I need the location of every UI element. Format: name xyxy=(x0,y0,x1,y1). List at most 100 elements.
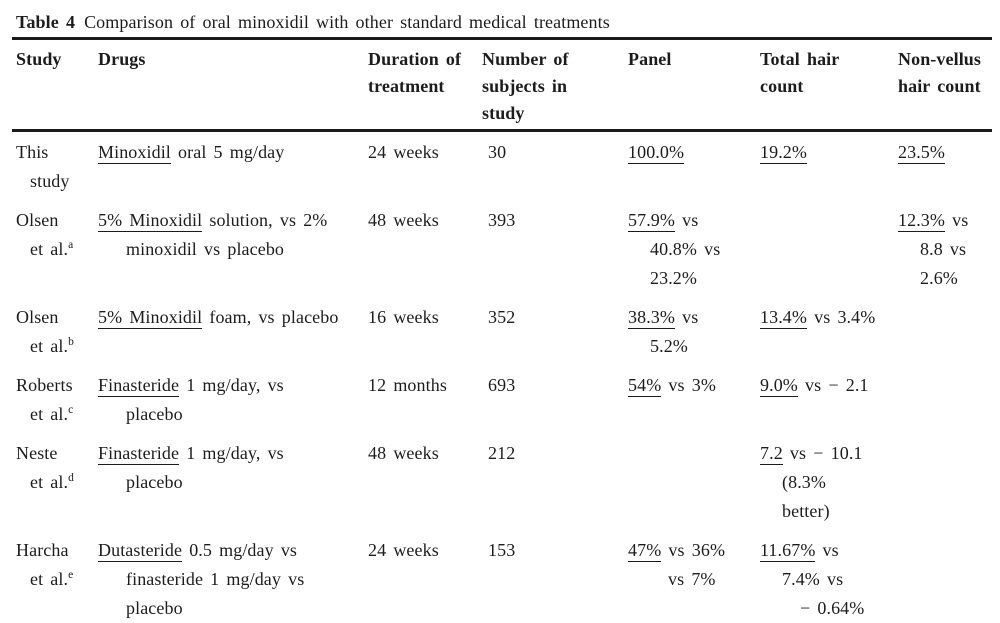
cell-line: 2.6% xyxy=(920,268,958,288)
underlined-value: 19.2% xyxy=(760,142,807,164)
header-rule xyxy=(12,129,992,132)
cell-subjects: 212 xyxy=(482,439,628,526)
cell-drugs: 5% Minoxidil solution, vs 2% minoxidil vs… xyxy=(98,206,368,293)
cell-line: 48 weeks xyxy=(368,210,439,230)
cell-line: 5% Minoxidil foam, vs placebo xyxy=(98,307,339,329)
cell-line: Olsen xyxy=(16,307,59,327)
cell-line: 352 xyxy=(488,307,516,327)
underlined-value: 7.2 xyxy=(760,443,783,465)
cell-line: 153 xyxy=(488,540,516,560)
cell-drugs: Finasteride 1 mg/day, vs placebo xyxy=(98,439,368,526)
cell-study: This study xyxy=(16,138,98,196)
cell-line: 5.2% xyxy=(650,336,688,356)
cell-line: 24 weeks xyxy=(368,142,439,162)
cell-study: Neste et al.d xyxy=(16,439,98,526)
underlined-value: 57.9% xyxy=(628,210,675,232)
cell-study: Olsen et al.a xyxy=(16,206,98,293)
table-body: This study Minoxidil oral 5 mg/day 24 weeks… xyxy=(16,138,990,623)
cell-drugs: Dutasteride 0.5 mg/day vs finasteride 1 m… xyxy=(98,536,368,623)
table-row: Olsen et al.b 5% Minoxidil foam, vs placeb… xyxy=(16,303,990,361)
table-row: Olsen et al.a 5% Minoxidil solution, vs 2%… xyxy=(16,206,990,293)
cell-total_hair: 11.67% vs 7.4% vs − 0.64% xyxy=(760,536,898,623)
table-row: Neste et al.d Finasteride 1 mg/day, vs plac… xyxy=(16,439,990,526)
underlined-value: 11.67% xyxy=(760,540,816,562)
cell-non_vellus: 12.3% vs 8.8 vs 2.6% xyxy=(898,206,990,293)
cell-subjects: 153 xyxy=(482,536,628,623)
cell-study: Roberts et al.c xyxy=(16,371,98,429)
cell-line: 7.4% vs xyxy=(782,569,844,589)
underlined-value: 38.3% xyxy=(628,307,675,329)
underlined-value: 9.0% xyxy=(760,375,798,397)
cell-line: 100.0% xyxy=(628,138,760,167)
footnote-marker: d xyxy=(68,472,74,484)
cell-line: Dutasteride 0.5 mg/day vs xyxy=(98,540,298,562)
cell-line: 24 weeks xyxy=(368,540,439,560)
column-header-subjects: Number of subjects in study xyxy=(482,49,569,123)
column-header-total_hair: Total hair count xyxy=(760,49,840,96)
cell-panel: 47% vs 36% vs 7% xyxy=(628,536,760,623)
cell-line: 19.2% xyxy=(760,138,898,167)
footnote-marker: c xyxy=(68,404,74,416)
cell-line: 693 xyxy=(488,375,516,395)
cell-line: 23.2% xyxy=(650,268,697,288)
cell-duration: 48 weeks xyxy=(368,439,482,526)
table-caption: Table 4 Comparison of oral minoxidil with… xyxy=(0,0,1000,34)
underlined-value: 23.5% xyxy=(898,142,945,164)
table-header-row: Study Drugs Duration of treatment Number of… xyxy=(16,46,990,127)
cell-non_vellus xyxy=(898,371,990,429)
cell-panel: 57.9% vs 40.8% vs 23.2% xyxy=(628,206,760,293)
cell-line: This xyxy=(16,142,49,162)
column-header-duration: Duration of treatment xyxy=(368,49,462,96)
cell-line: Finasteride 1 mg/day, vs xyxy=(98,443,284,465)
underlined-value: Dutasteride xyxy=(98,540,183,562)
cell-line: 212 xyxy=(488,443,516,463)
cell-duration: 48 weeks xyxy=(368,206,482,293)
cell-line: 5% Minoxidil solution, vs 2% xyxy=(98,210,328,232)
cell-line: Minoxidil oral 5 mg/day xyxy=(98,142,285,164)
cell-drugs: Minoxidil oral 5 mg/day xyxy=(98,138,368,196)
cell-non_vellus xyxy=(898,536,990,623)
cell-subjects: 393 xyxy=(482,206,628,293)
cell-duration: 12 months xyxy=(368,371,482,429)
cell-study: Harcha et al.e xyxy=(16,536,98,623)
cell-line: − 0.64% xyxy=(800,598,865,618)
cell-line: 16 weeks xyxy=(368,307,439,327)
column-header-drugs: Drugs xyxy=(98,49,146,69)
cell-panel: 38.3% vs 5.2% xyxy=(628,303,760,361)
cell-drugs: Finasteride 1 mg/day, vs placebo xyxy=(98,371,368,429)
cell-line: placebo xyxy=(126,472,183,492)
table-row: This study Minoxidil oral 5 mg/day 24 weeks… xyxy=(16,138,990,196)
cell-line: Roberts xyxy=(16,375,73,395)
cell-line: 12 months xyxy=(368,375,447,395)
cell-line: 393 xyxy=(488,210,516,230)
cell-line: et al.a xyxy=(30,239,74,259)
cell-total_hair: 13.4% vs 3.4% xyxy=(760,303,898,361)
cell-line: 57.9% vs xyxy=(628,210,699,232)
cell-line: et al.c xyxy=(30,404,74,424)
cell-line: minoxidil vs placebo xyxy=(126,239,285,259)
column-header-non_vellus: Non-vellus hair count xyxy=(898,49,982,96)
cell-line: (8.3% xyxy=(782,472,826,492)
cell-line: finasteride 1 mg/day vs xyxy=(126,569,305,589)
underlined-value: Finasteride xyxy=(98,375,180,397)
cell-line: 38.3% vs xyxy=(628,307,699,329)
underlined-value: Minoxidil xyxy=(98,142,171,164)
cell-line: placebo xyxy=(126,598,183,618)
cell-line: placebo xyxy=(126,404,183,424)
underlined-value: 13.4% xyxy=(760,307,807,329)
cell-panel: 100.0% xyxy=(628,138,760,196)
cell-line: better) xyxy=(782,501,830,521)
cell-line: Finasteride 1 mg/day, vs xyxy=(98,375,284,397)
cell-line: Harcha xyxy=(16,540,69,560)
cell-subjects: 30 xyxy=(482,138,628,196)
cell-total_hair: 7.2 vs − 10.1 (8.3% better) xyxy=(760,439,898,526)
cell-non_vellus xyxy=(898,303,990,361)
cell-line: 54% vs 3% xyxy=(628,375,716,397)
cell-line: 13.4% vs 3.4% xyxy=(760,307,876,329)
cell-duration: 16 weeks xyxy=(368,303,482,361)
underlined-value: 5% Minoxidil xyxy=(98,210,203,232)
cell-line: et al.d xyxy=(30,472,74,492)
cell-line: 47% vs 36% xyxy=(628,540,726,562)
cell-line: 40.8% vs xyxy=(650,239,721,259)
